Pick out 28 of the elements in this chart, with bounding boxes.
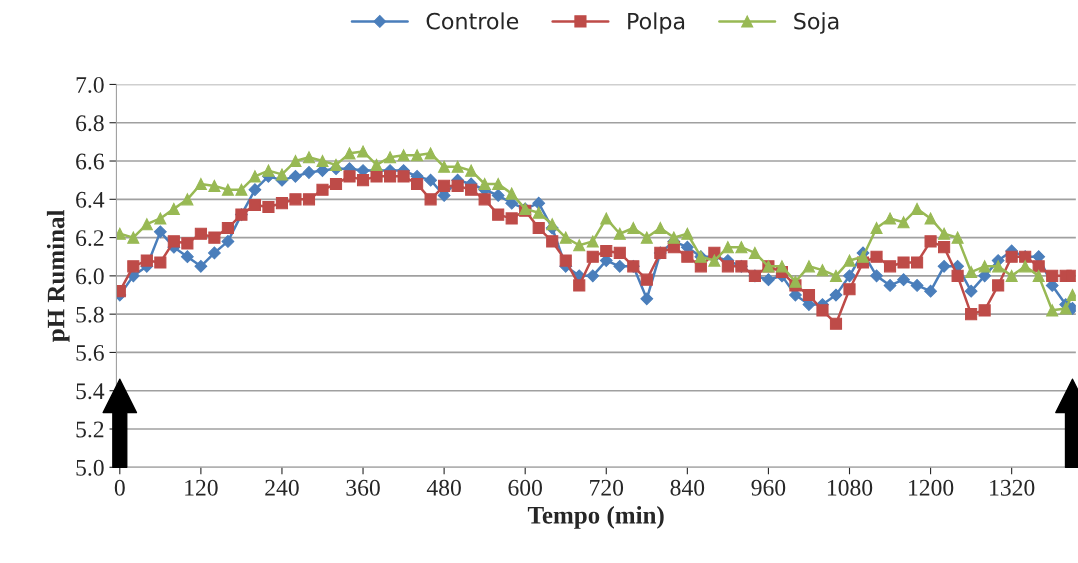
x-tick-label: 240: [265, 479, 299, 496]
x-tick-label: 1200: [909, 479, 954, 496]
y-tick-label: 7.0: [76, 76, 104, 93]
legend-label: Controle: [426, 12, 519, 30]
x-tick-label: 480: [426, 479, 461, 496]
y-tick-label: 5.8: [76, 306, 104, 323]
y-tick-label: 6.8: [76, 115, 104, 132]
x-tick-label: 120: [185, 479, 218, 496]
x-tick-label: 1080: [827, 479, 873, 496]
y-tick-label: 5.0: [76, 459, 104, 476]
y-tick-label: 6.2: [76, 230, 104, 247]
y-tick-label: 6.6: [76, 153, 104, 170]
x-tick-label: 0: [114, 479, 125, 496]
legend-label: Polpa: [628, 12, 685, 34]
y-axis-title: pH Ruminal: [46, 209, 70, 342]
legend-label: Soja: [794, 12, 839, 34]
y-tick-label: 6.4: [76, 191, 105, 208]
x-tick-label: 960: [751, 479, 786, 496]
x-tick-label: 360: [346, 479, 380, 496]
x-tick-label: 600: [508, 479, 542, 496]
y-tick-label: 5.4: [76, 383, 105, 400]
y-tick-label: 6.0: [76, 268, 104, 285]
x-tick-label: 720: [590, 479, 624, 496]
y-tick-label: 5.6: [76, 344, 104, 361]
x-tick-label: 840: [670, 479, 705, 496]
x-axis-title: Tempo (min): [527, 506, 664, 529]
x-tick-label: 1320: [990, 479, 1035, 496]
y-tick-label: 5.2: [76, 421, 104, 438]
